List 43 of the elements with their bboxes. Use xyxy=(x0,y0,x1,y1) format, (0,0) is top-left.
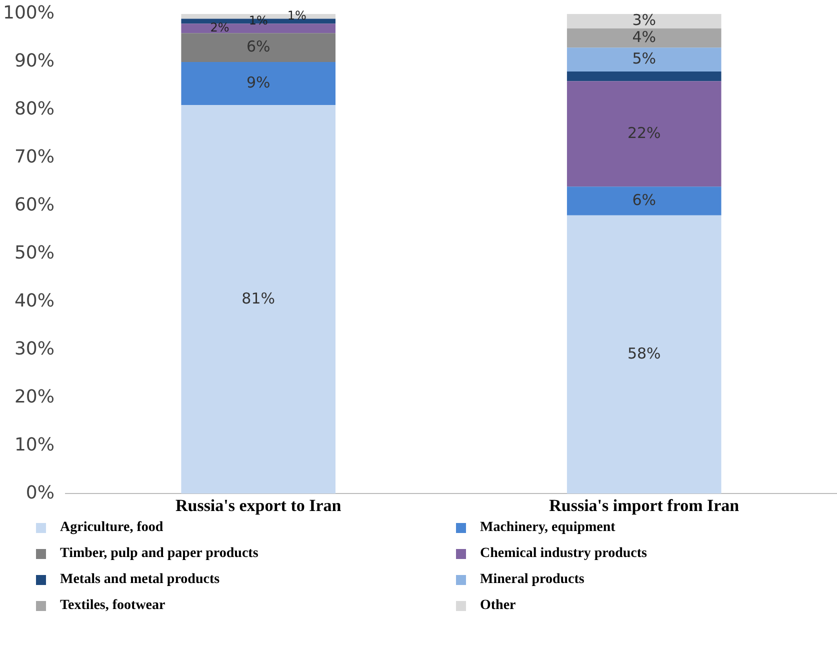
y-tick-label: 100% xyxy=(2,2,54,24)
bar xyxy=(566,48,722,72)
legend-label: Chemical industry products xyxy=(480,546,647,562)
data-label: 58% xyxy=(627,344,661,362)
data-label: 9% xyxy=(246,73,270,92)
data-label: 2% xyxy=(210,20,230,35)
bar xyxy=(181,24,336,34)
y-tick-label: 10% xyxy=(14,434,54,456)
bar xyxy=(181,105,336,494)
bar xyxy=(566,186,722,216)
legend-label: Textiles, footwear xyxy=(60,598,166,614)
data-label: 4% xyxy=(632,28,656,46)
bar xyxy=(181,33,336,62)
data-label: 81% xyxy=(242,289,276,308)
legend-label: Mineral products xyxy=(480,572,584,588)
bar xyxy=(566,81,722,187)
data-label: 5% xyxy=(632,49,656,68)
y-tick-label: 30% xyxy=(14,338,54,360)
bar xyxy=(566,215,722,494)
y-tick-label: 80% xyxy=(14,98,54,120)
bar xyxy=(566,72,722,82)
legend-label: Agriculture, food xyxy=(60,520,164,536)
bar xyxy=(181,62,336,106)
legend-label: Metals and metal products xyxy=(60,572,220,588)
y-tick-label: 60% xyxy=(14,194,54,216)
legend-label: Machinery, equipment xyxy=(480,520,616,536)
bar xyxy=(566,14,722,28)
data-label: 22% xyxy=(627,124,661,142)
y-tick-label: 20% xyxy=(14,386,54,408)
y-tick-label: 0% xyxy=(26,482,54,504)
x-tick-label: Russia's import from Iran xyxy=(549,496,740,516)
data-label: 6% xyxy=(632,190,656,209)
legend-label: Other xyxy=(480,598,516,614)
data-label: 1% xyxy=(287,8,306,23)
y-tick-label: 40% xyxy=(14,290,54,312)
bar xyxy=(566,28,722,48)
y-tick-label: 70% xyxy=(14,146,54,168)
legend-label: Timber, pulp and paper products xyxy=(60,546,258,562)
y-tick-label: 50% xyxy=(14,242,54,264)
data-label: 6% xyxy=(246,37,270,56)
y-tick-label: 90% xyxy=(14,50,54,72)
data-label: 3% xyxy=(632,11,656,30)
x-tick-label: Russia's export to Iran xyxy=(175,496,342,516)
